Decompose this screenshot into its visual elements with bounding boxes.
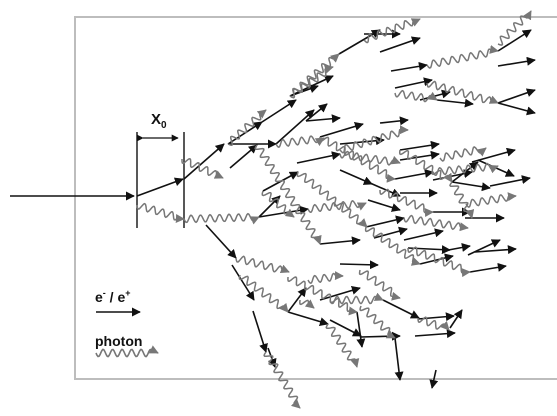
photon-track [497, 10, 532, 46]
legend-electron-label: e- / e+ [95, 288, 131, 305]
photon-track [275, 135, 325, 148]
electron-track [319, 236, 361, 246]
photon-track [465, 192, 517, 208]
photon-track [339, 125, 409, 154]
photon-track [238, 274, 289, 313]
photon-track [339, 150, 401, 166]
electron-track [136, 177, 184, 197]
electron-track [205, 224, 237, 259]
electron-track [469, 262, 507, 273]
electron-track [394, 337, 404, 381]
photon-track [364, 226, 421, 266]
electron-track [252, 310, 268, 353]
photon-track [287, 276, 358, 316]
electron-track [414, 329, 456, 339]
electron-track [477, 159, 515, 177]
photon-track [254, 144, 322, 245]
electron-track [319, 122, 364, 138]
photon-track [417, 316, 450, 331]
electron-track [394, 77, 433, 89]
electron-track [287, 287, 307, 313]
photon-track [426, 80, 499, 104]
electron-track [183, 143, 225, 180]
electron-track [429, 369, 439, 389]
photon-track [136, 202, 185, 224]
electron-track [451, 181, 491, 192]
electron-track [305, 103, 328, 122]
legend-photon-label: photon [95, 333, 142, 349]
photon-track [261, 190, 295, 218]
electron-track [403, 228, 444, 241]
electron-track [275, 109, 315, 145]
electron-track [287, 311, 329, 326]
electron-track [436, 98, 474, 108]
photon-track [439, 146, 487, 162]
photon-track [181, 157, 224, 179]
electron-track [497, 56, 536, 67]
electron-track [229, 144, 258, 169]
photon-track [263, 351, 301, 409]
electron-track [319, 286, 361, 301]
photon-track [426, 45, 499, 69]
electron-track [399, 140, 440, 151]
electron-track [373, 226, 408, 239]
electron-track [497, 29, 532, 52]
photon-track [449, 181, 475, 219]
photon-track [235, 255, 290, 273]
photon-track [227, 109, 267, 147]
electron-track [394, 169, 434, 180]
photon-track [407, 246, 471, 278]
detector-volume [74, 16, 557, 380]
electron-track [296, 151, 341, 164]
photon-track [183, 212, 260, 225]
photon-track [432, 162, 499, 177]
electron-track [399, 150, 440, 161]
electron-track [379, 116, 409, 126]
photon-track [307, 271, 344, 284]
electron-track [356, 311, 366, 348]
photon-track [363, 18, 421, 44]
photon-track [307, 200, 367, 214]
photon-track [403, 214, 469, 232]
shower-tracks [136, 10, 536, 409]
photon-track [398, 149, 453, 183]
electron-track [442, 243, 471, 252]
photon-track [394, 89, 438, 103]
electron-track [231, 264, 255, 301]
photon-track [358, 269, 401, 301]
photon-track [359, 305, 396, 339]
electron-track [305, 114, 341, 124]
electron-track [339, 169, 373, 185]
electron-track [339, 260, 379, 270]
electron-track [365, 215, 405, 228]
electron-track [379, 36, 421, 53]
photon-track [289, 64, 334, 99]
photon-track [299, 299, 315, 309]
electron-track [467, 239, 501, 256]
electron-track [382, 299, 420, 319]
photon-track [296, 171, 368, 228]
electron-track [261, 99, 297, 123]
radiation-length-label: X0 [151, 111, 167, 131]
electron-track [497, 88, 536, 104]
electron-track [497, 102, 536, 116]
photon-track [325, 323, 360, 368]
electron-track [390, 61, 428, 72]
electron-track [432, 169, 473, 181]
electron-track [329, 319, 362, 337]
electron-track [474, 245, 517, 255]
photon-track [329, 292, 384, 305]
photon-track [379, 188, 434, 217]
legend: e- / e+ photon [95, 288, 159, 358]
electron-track [489, 175, 531, 187]
electron-track [449, 309, 463, 329]
legend-photon-arrow [95, 345, 159, 358]
electron-track [367, 199, 401, 212]
electron-track [419, 253, 454, 265]
